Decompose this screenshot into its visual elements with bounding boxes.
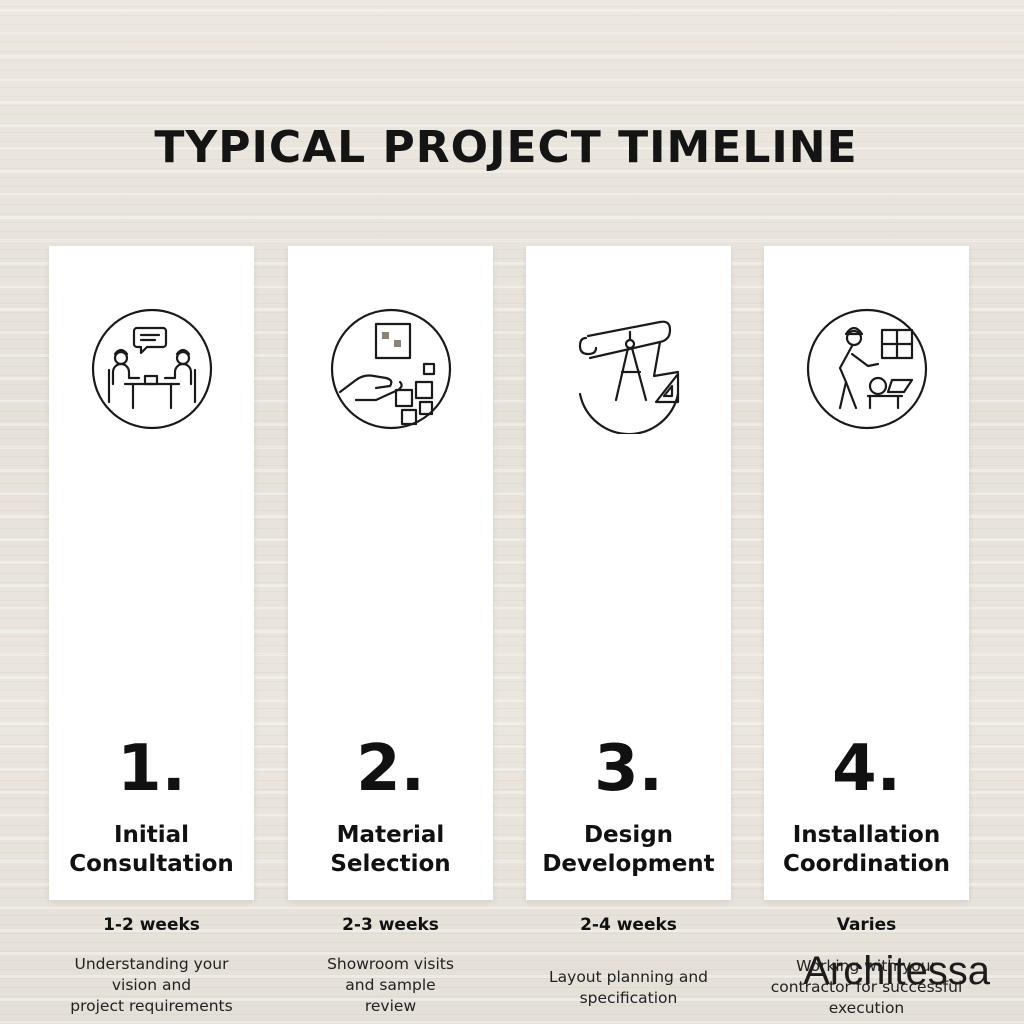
timeline-card-4: 4. Installation Coordination Varies Work…	[764, 246, 969, 1017]
material-samples-icon	[288, 304, 493, 434]
timeline-card-3: 3. Design Development 2-4 weeks Layout p…	[526, 246, 731, 1007]
brand-logo: Architessa	[803, 949, 990, 993]
step-duration: 1-2 weeks	[103, 915, 200, 935]
step-description: Layout planning and specification	[549, 968, 708, 1007]
step-title: Material Selection	[330, 822, 451, 877]
drafting-tools-icon	[526, 304, 731, 434]
step-number: 1.	[117, 732, 186, 806]
page-title: TYPICAL PROJECT TIMELINE	[154, 122, 858, 173]
consultation-icon	[49, 304, 254, 434]
step-description: Understanding your vision and project re…	[70, 955, 233, 1015]
timeline-card-2: 2. Material Selection 2-3 weeks Showroom…	[288, 246, 493, 1015]
step-number: 4.	[832, 732, 901, 806]
timeline-card-1: 1. Initial Consultation 1-2 weeks Unders…	[49, 246, 254, 1015]
step-title: Initial Consultation	[69, 822, 234, 877]
step-description: Showroom visits and sample review	[327, 955, 454, 1015]
step-title: Design Development	[542, 822, 715, 877]
step-number: 3.	[594, 732, 663, 806]
installer-icon	[764, 304, 969, 434]
step-duration: 2-3 weeks	[342, 915, 439, 935]
step-number: 2.	[356, 732, 425, 806]
step-title: Installation Coordination	[782, 822, 951, 877]
step-duration: Varies	[836, 915, 897, 935]
step-description: Working with your contractor for success…	[770, 957, 963, 1017]
step-duration: 2-4 weeks	[580, 915, 677, 935]
